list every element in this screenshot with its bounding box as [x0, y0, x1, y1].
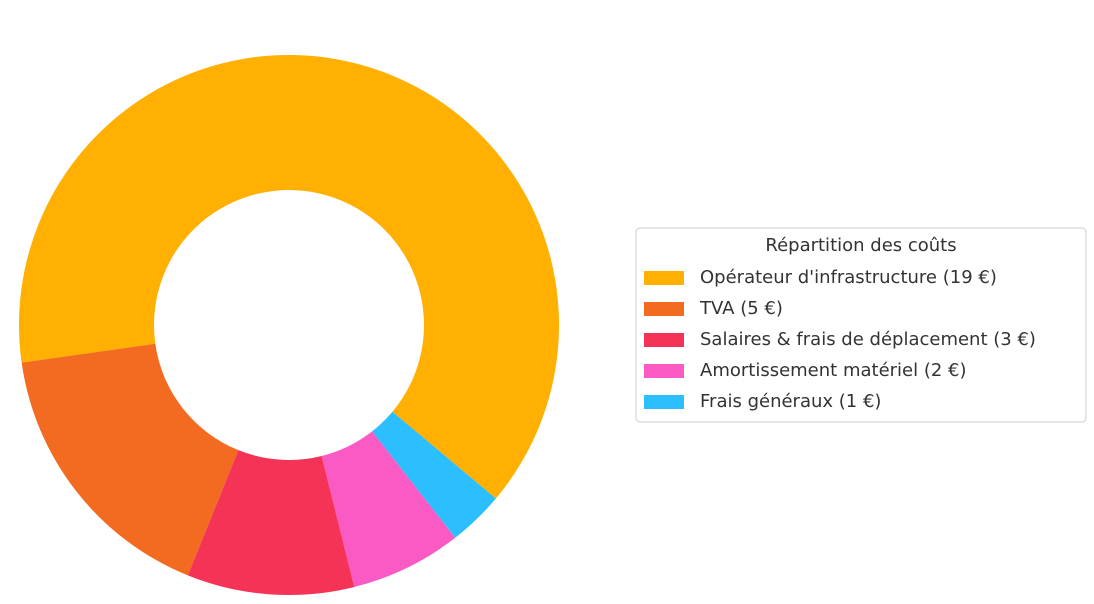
- legend-swatch: [644, 271, 684, 285]
- donut-slice: [21, 343, 239, 576]
- donut-slice: [187, 450, 355, 595]
- legend-label: Amortissement matériel (2 €): [700, 360, 967, 381]
- legend-label: Frais généraux (1 €): [700, 391, 881, 412]
- legend-box: [635, 227, 1087, 423]
- legend-swatch: [644, 302, 684, 316]
- legend-label: Opérateur d'infrastructure (19 €): [700, 267, 997, 288]
- legend-label: TVA (5 €): [699, 298, 783, 319]
- donut-slice: [372, 411, 496, 538]
- donut-slice: [321, 431, 456, 587]
- donut-slice: [19, 54, 560, 499]
- legend-label: Salaires & frais de déplacement (3 €): [700, 329, 1036, 350]
- legend-swatch: [644, 364, 684, 378]
- legend-swatch: [644, 395, 684, 409]
- legend-swatch: [644, 333, 684, 347]
- legend-title: Répartition des coûts: [765, 235, 956, 256]
